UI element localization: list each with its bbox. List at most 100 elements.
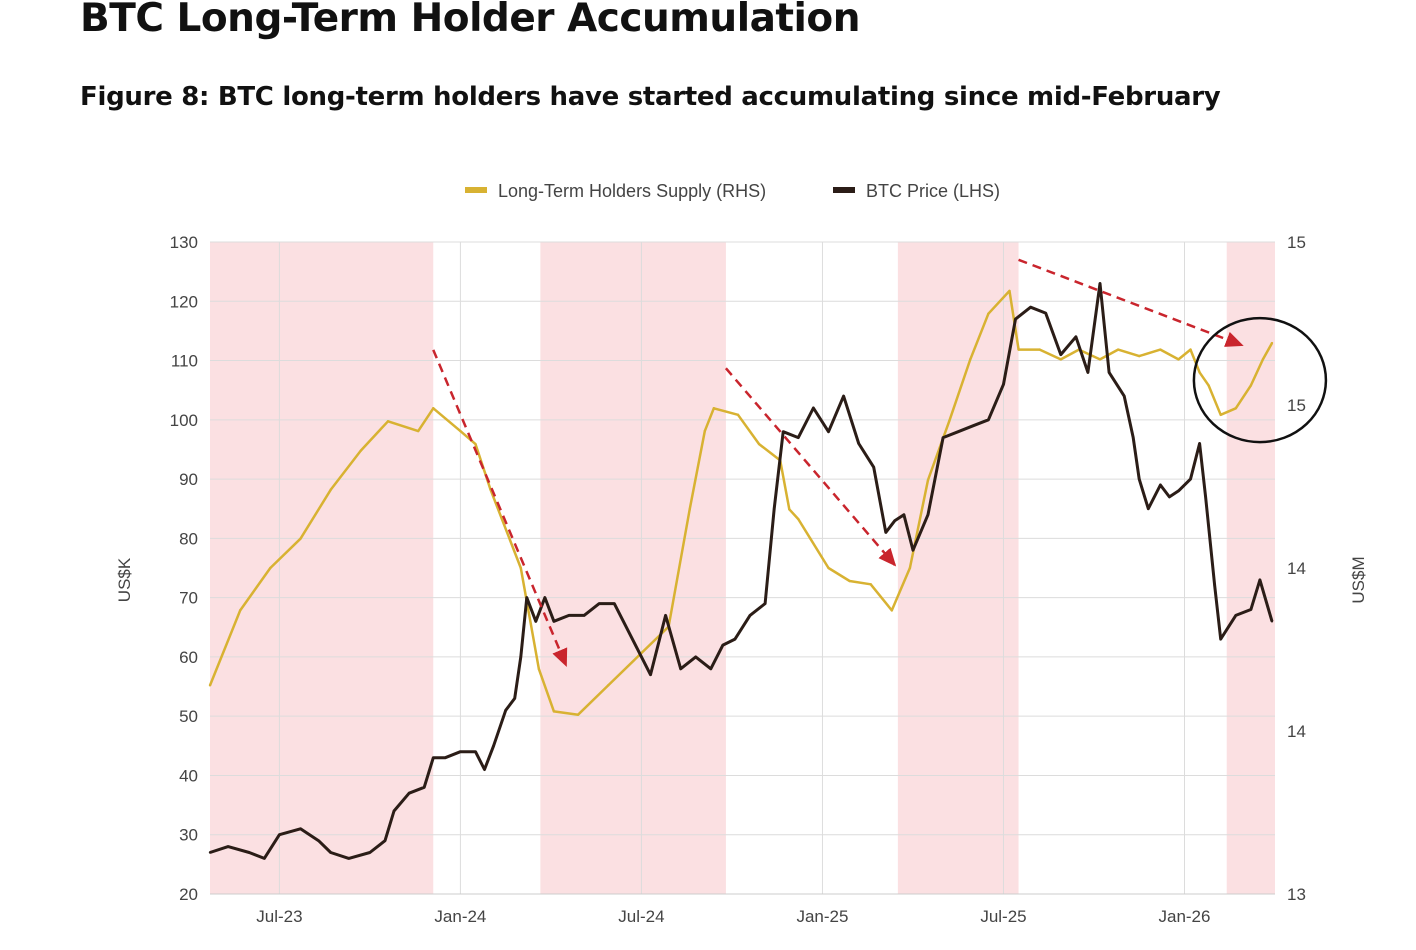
legend: Long-Term Holders Supply (RHS) BTC Price… (465, 181, 1000, 201)
btc-price-point (613, 602, 616, 605)
btc-price-point (1074, 335, 1078, 339)
btc-price-point (208, 851, 212, 854)
y-tick-label-right: 14 (1287, 722, 1306, 741)
btc-price-point (597, 602, 601, 605)
btc-price-point (226, 845, 230, 848)
lth-supply-point (1189, 348, 1192, 351)
lth-supply-point (926, 478, 930, 482)
lth-supply-point (474, 442, 477, 446)
btc-price-point (628, 632, 631, 635)
btc-price-point (299, 827, 302, 830)
lth-supply-point (1270, 341, 1274, 345)
btc-price-point (483, 768, 486, 771)
lth-supply-point (576, 713, 580, 716)
btc-price-point (459, 750, 462, 753)
lth-supply-point (416, 429, 420, 433)
btc-price-point (1029, 306, 1032, 309)
y-tick-label-right: 15 (1287, 233, 1306, 252)
lth-supply-point (637, 654, 640, 658)
btc-price-point (1098, 282, 1102, 285)
btc-price-point (347, 857, 350, 860)
btc-price-point (1138, 477, 1141, 481)
btc-price-point (893, 519, 897, 522)
y-tick-label-left: 90 (179, 470, 198, 489)
btc-price-point (721, 643, 725, 647)
btc-price-point (649, 673, 652, 676)
lth-supply-point (869, 583, 872, 586)
btc-price-point (1086, 371, 1090, 374)
trend-arrow (1018, 258, 1244, 347)
y-axis-label-right: US$M (1349, 556, 1368, 603)
btc-price-point (392, 809, 396, 813)
btc-price-point (772, 507, 776, 510)
btc-price-point (902, 513, 906, 516)
btc-price-point (1234, 614, 1237, 617)
btc-price-point (1189, 477, 1192, 481)
lth-supply-point (797, 517, 800, 521)
btc-price-point (972, 424, 975, 427)
btc-price-point (248, 851, 251, 854)
legend-swatch-btc (833, 187, 855, 193)
lth-supply-point (1261, 358, 1265, 361)
y-tick-label-right: 15 (1287, 396, 1306, 415)
lth-supply-point (552, 710, 556, 713)
shaded-period (1226, 242, 1275, 894)
x-tick-label: Jan-25 (796, 907, 848, 926)
lth-supply-point (757, 442, 761, 446)
lth-supply-point (809, 537, 812, 540)
btc-price-point (492, 744, 495, 748)
btc-price-point (987, 418, 990, 422)
btc-price-point (1198, 442, 1201, 445)
btc-price-point (797, 436, 800, 439)
lth-supply-point (1198, 371, 1201, 374)
x-tick-label: Jul-23 (256, 907, 302, 926)
lth-supply-point (890, 609, 894, 612)
y-tick-label-left: 30 (179, 826, 198, 845)
btc-price-point (278, 833, 281, 836)
btc-price-point (567, 614, 571, 617)
lth-supply-point (1159, 348, 1162, 351)
btc-price-point (1177, 489, 1180, 493)
btc-price-point (1122, 394, 1126, 398)
legend-label-lth: Long-Term Holders Supply (RHS) (498, 181, 766, 201)
btc-price-point (1002, 383, 1005, 386)
btc-price-point (733, 637, 737, 641)
lth-supply-point (1098, 358, 1102, 361)
lth-supply-point (329, 488, 332, 491)
lth-supply-point (1059, 358, 1062, 361)
highlight-circle (1192, 316, 1328, 444)
btc-price-point (1213, 584, 1216, 587)
figure-subtitle: Figure 8: BTC long-term holders have sta… (80, 82, 1221, 112)
btc-price-point (582, 614, 586, 617)
lth-supply-point (688, 508, 691, 511)
btc-price-point (519, 655, 522, 659)
x-tick-label: Jul-25 (980, 907, 1026, 926)
y-tick-label-left: 60 (179, 648, 198, 667)
lth-supply-point (432, 407, 435, 410)
btc-price-point (1258, 578, 1262, 582)
btc-price-point (317, 839, 320, 842)
btc-price-point (432, 756, 435, 759)
x-tick-label: Jan-26 (1158, 907, 1210, 926)
lth-supply-point (1234, 407, 1237, 410)
lth-supply-point (1138, 354, 1141, 358)
lth-supply-point (519, 566, 522, 570)
legend-swatch-lth (465, 187, 487, 193)
btc-price-point (679, 667, 682, 670)
btc-price-point (329, 851, 332, 854)
shaded-period (210, 242, 434, 894)
lth-supply-point (788, 508, 791, 511)
lth-supply-point (386, 420, 390, 423)
lth-supply-point (1207, 384, 1210, 387)
btc-price-point (1132, 436, 1135, 439)
legend-label-btc: BTC Price (LHS) (866, 181, 1000, 201)
lth-supply-point (908, 566, 912, 570)
y-tick-label-left: 100 (170, 411, 198, 430)
shaded-period (540, 242, 726, 894)
lth-supply-point (208, 684, 212, 687)
lth-supply-point (269, 566, 272, 570)
y-tick-label-right: 14 (1287, 559, 1306, 578)
btc-price-point (664, 614, 667, 617)
y-tick-label-left: 70 (179, 589, 198, 608)
